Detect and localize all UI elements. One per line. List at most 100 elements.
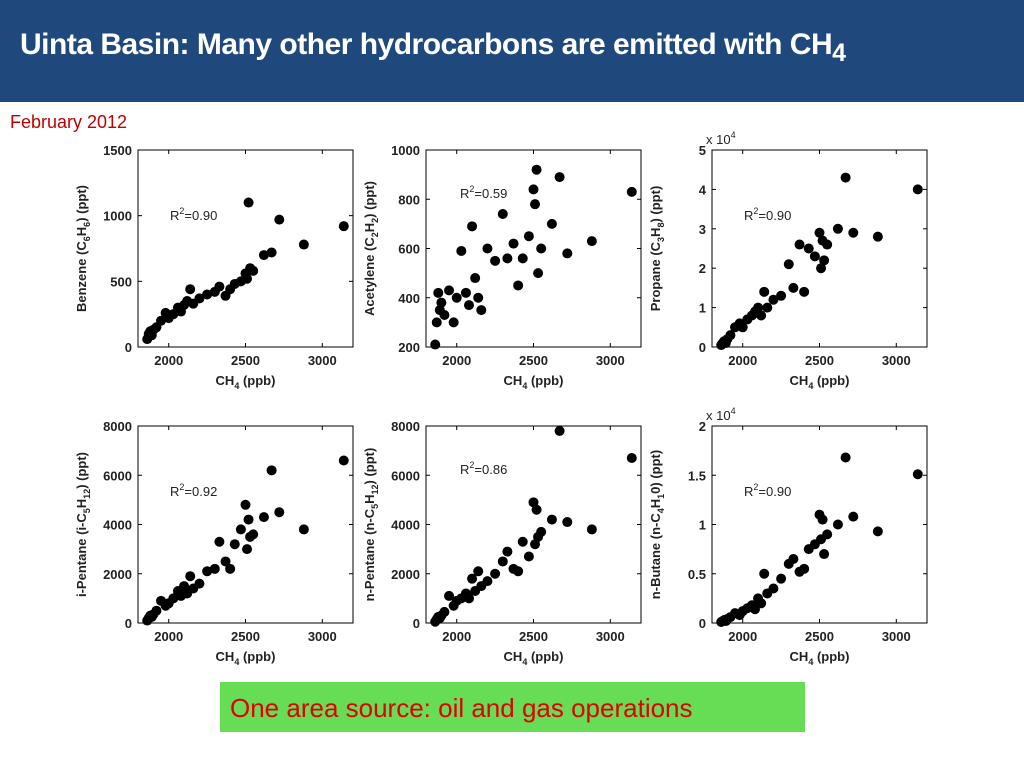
label-part: CH — [790, 649, 809, 664]
point — [185, 284, 196, 295]
point — [298, 239, 309, 250]
y-tick-label: 4000 — [391, 518, 420, 533]
point — [476, 305, 487, 316]
x-tick-label: 2500 — [805, 629, 834, 644]
point — [517, 253, 528, 264]
point — [783, 259, 794, 270]
y-tick-label: 2000 — [391, 567, 420, 582]
plot-frame — [137, 425, 354, 624]
label-part: =0.90 — [758, 208, 791, 223]
label-part: H — [74, 499, 89, 508]
y-axis-label: Acetylene (C2H2) (ppt) — [362, 181, 380, 316]
point — [156, 315, 167, 326]
x-tick-label: 2500 — [805, 353, 834, 368]
y-tick-label: 6000 — [103, 468, 132, 483]
x-tick-label: 2000 — [728, 353, 757, 368]
label-part: CH — [504, 649, 523, 664]
point — [214, 536, 225, 547]
point — [788, 553, 799, 564]
point — [819, 549, 830, 560]
point — [586, 524, 597, 535]
label-part: =0.90 — [758, 484, 791, 499]
label-part: H — [648, 499, 663, 508]
y-tick-label: 500 — [110, 274, 132, 289]
point — [482, 576, 493, 587]
point — [809, 251, 820, 262]
x-tick-label: 2000 — [728, 629, 757, 644]
point — [502, 546, 513, 557]
label-part: n-Butane (n-C — [648, 513, 663, 600]
subscript: 4 — [234, 657, 239, 667]
y-tick-label: 8000 — [103, 419, 132, 434]
point — [762, 302, 773, 313]
x-tick-label: 2500 — [519, 353, 548, 368]
annotation: R2=0.90 — [744, 482, 791, 499]
point — [759, 286, 770, 297]
point — [274, 507, 285, 518]
y-axis-label: Propane (C3H8) (ppt) — [648, 186, 666, 312]
point — [872, 526, 883, 537]
label-part: R — [170, 484, 179, 499]
x-axis-label: CH4 (ppb) — [790, 649, 850, 667]
point — [768, 294, 779, 305]
subscript: 6 — [82, 236, 92, 241]
y-tick-label: 8000 — [391, 419, 420, 434]
point — [266, 465, 277, 476]
point — [523, 551, 534, 562]
label-part: x 10 — [706, 408, 731, 423]
y-axis-label: n-Pentane (n-C5H12) (ppt) — [362, 448, 380, 602]
point — [794, 239, 805, 250]
y-tick-label: 0 — [699, 340, 706, 355]
subscript: 4 — [808, 381, 813, 391]
point — [776, 290, 787, 301]
subscript: 1 — [656, 494, 666, 499]
x-tick-label: 3000 — [596, 629, 625, 644]
point — [467, 573, 478, 584]
label-part: CH — [216, 649, 235, 664]
point — [242, 544, 253, 555]
point — [168, 593, 179, 604]
point — [912, 184, 923, 195]
label-part: H — [74, 227, 89, 236]
x-tick-label: 2000 — [442, 353, 471, 368]
y-tick-label: 1 — [699, 518, 706, 533]
point — [759, 568, 770, 579]
point — [194, 578, 205, 589]
point — [497, 209, 508, 220]
subscript: 4 — [656, 508, 666, 513]
point — [482, 243, 493, 254]
point — [562, 517, 573, 528]
label-part: Acetylene (C — [362, 237, 377, 316]
y-tick-label: 1500 — [103, 143, 132, 158]
point — [490, 568, 501, 579]
subscript: 5 — [82, 508, 92, 513]
point — [799, 563, 810, 574]
point — [444, 285, 455, 296]
label-part: ) (ppt) — [74, 185, 89, 222]
x-axis-label: CH4 (ppb) — [504, 649, 564, 667]
y-tick-label: 1.5 — [688, 468, 706, 483]
footer-box: One area source: oil and gas operations — [220, 682, 805, 732]
x-axis-label: CH4 (ppb) — [216, 649, 276, 667]
label-part: CH — [216, 373, 235, 388]
point — [242, 273, 253, 284]
point — [725, 330, 736, 341]
point — [456, 245, 467, 256]
label-part: =0.59 — [474, 186, 507, 201]
label-part: (ppb) — [813, 373, 849, 388]
superscript: 4 — [731, 130, 736, 140]
subscript: 12 — [82, 489, 92, 499]
y-tick-label: 5 — [699, 143, 706, 158]
point — [912, 469, 923, 480]
y-tick-label: 200 — [398, 340, 420, 355]
x-tick-label: 2500 — [231, 629, 260, 644]
label-part: (ppb) — [527, 649, 563, 664]
subscript: 4 — [522, 657, 527, 667]
y-tick-label: 2000 — [103, 567, 132, 582]
point — [814, 227, 825, 238]
x-tick-label: 3000 — [882, 353, 911, 368]
label-part: Propane (C — [648, 241, 663, 311]
point — [536, 526, 547, 537]
annotation: R2=0.90 — [744, 206, 791, 223]
axis-multiplier: x 104 — [706, 130, 736, 147]
